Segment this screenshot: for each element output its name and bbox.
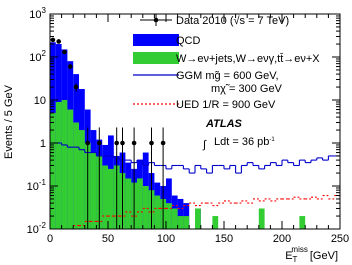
atlas-label: ATLAS (205, 118, 243, 130)
data-point (97, 140, 102, 146)
y-tick-base: 10 (29, 9, 41, 21)
histogram-bar (102, 165, 108, 229)
x-label-unit: [GeV] (310, 250, 338, 262)
histogram-bar (183, 216, 190, 229)
x-axis-label: ETmiss[GeV] (285, 245, 338, 264)
y-tick-label: 10-2 (27, 221, 47, 236)
data-point (131, 140, 137, 146)
y-tick-label: 10-1 (27, 178, 47, 193)
integral-sign: ∫ (202, 139, 207, 151)
legend-label: W→eν+jets,W→eνγ,tt̄→eν+X (176, 53, 320, 65)
histogram-bar (171, 208, 178, 229)
histogram-bar (125, 178, 132, 229)
plot-area (50, 37, 340, 230)
plot-frame (49, 13, 341, 230)
y-tick-exp: -1 (39, 178, 47, 187)
x-tick-label: 250 (331, 233, 349, 245)
histogram-bar (258, 208, 265, 229)
y-tick-exp: 2 (42, 49, 47, 58)
histogram-bar (55, 101, 62, 229)
y-tick-base: 10 (29, 52, 41, 64)
histogram-bar (137, 178, 143, 229)
y-tick-exp: -2 (39, 221, 47, 230)
data-point (56, 39, 61, 44)
x-label-sub: T (293, 255, 298, 264)
histogram-bar (177, 216, 184, 229)
x-tick-label: 200 (273, 233, 291, 245)
histogram-bar (50, 112, 56, 229)
histogram-bar (79, 130, 85, 229)
histogram-bar (61, 100, 68, 229)
y-axis-label: Events / 5 GeV (3, 84, 15, 159)
x-tick-label: 0 (47, 233, 53, 245)
legend-marker (153, 17, 159, 23)
x-tick-label: 100 (157, 233, 175, 245)
data-point (85, 140, 90, 146)
y-tick-label: 10 (34, 95, 46, 107)
lumi-exp: -1 (269, 137, 275, 143)
data-point (120, 140, 125, 146)
x-label-sup: miss (291, 245, 307, 254)
y-tick-exp: 3 (42, 6, 47, 15)
histogram-bar (299, 216, 306, 229)
histogram-bar (73, 122, 79, 229)
data-point (62, 49, 67, 55)
data-point (160, 140, 166, 146)
lumi: Ldt = 36 pb-1 (214, 136, 275, 148)
histogram-bar (154, 195, 161, 229)
data-point (114, 140, 119, 146)
histogram-bar (166, 203, 172, 229)
legend-label: mχ̃ = 300 GeV (211, 83, 283, 95)
data-point (68, 64, 73, 69)
histogram-bar (90, 152, 97, 229)
y-tick-label: 102 (29, 49, 46, 64)
legend-label: QCD (176, 35, 201, 47)
legend-label: Data 2010 (√s = 7 TeV) (176, 15, 289, 27)
histogram-bar (142, 186, 149, 229)
data-point (73, 84, 79, 90)
histogram-bar (195, 208, 201, 229)
data-point (50, 37, 56, 43)
x-label-main: E (285, 250, 292, 262)
legend-label: GGM mg̃ = 600 GeV, (176, 70, 279, 82)
legend-swatch (133, 52, 179, 64)
y-tick-label: 1 (40, 138, 46, 150)
x-tick-label: 150 (215, 233, 233, 245)
histogram-bar (212, 216, 219, 229)
lumi-text: Ldt = 36 pb (214, 136, 269, 148)
y-tick-label: 103 (29, 6, 46, 21)
histogram-bar (67, 109, 74, 229)
legend-label: UED 1/R = 900 GeV (176, 99, 276, 111)
data-point (149, 140, 154, 146)
histogram-bar (177, 198, 184, 229)
y-tick-base: 10 (27, 224, 39, 236)
x-tick-label: 50 (102, 233, 114, 245)
histogram-bar (108, 168, 114, 229)
legend-swatch (133, 34, 179, 46)
y-tick-base: 10 (27, 181, 39, 193)
